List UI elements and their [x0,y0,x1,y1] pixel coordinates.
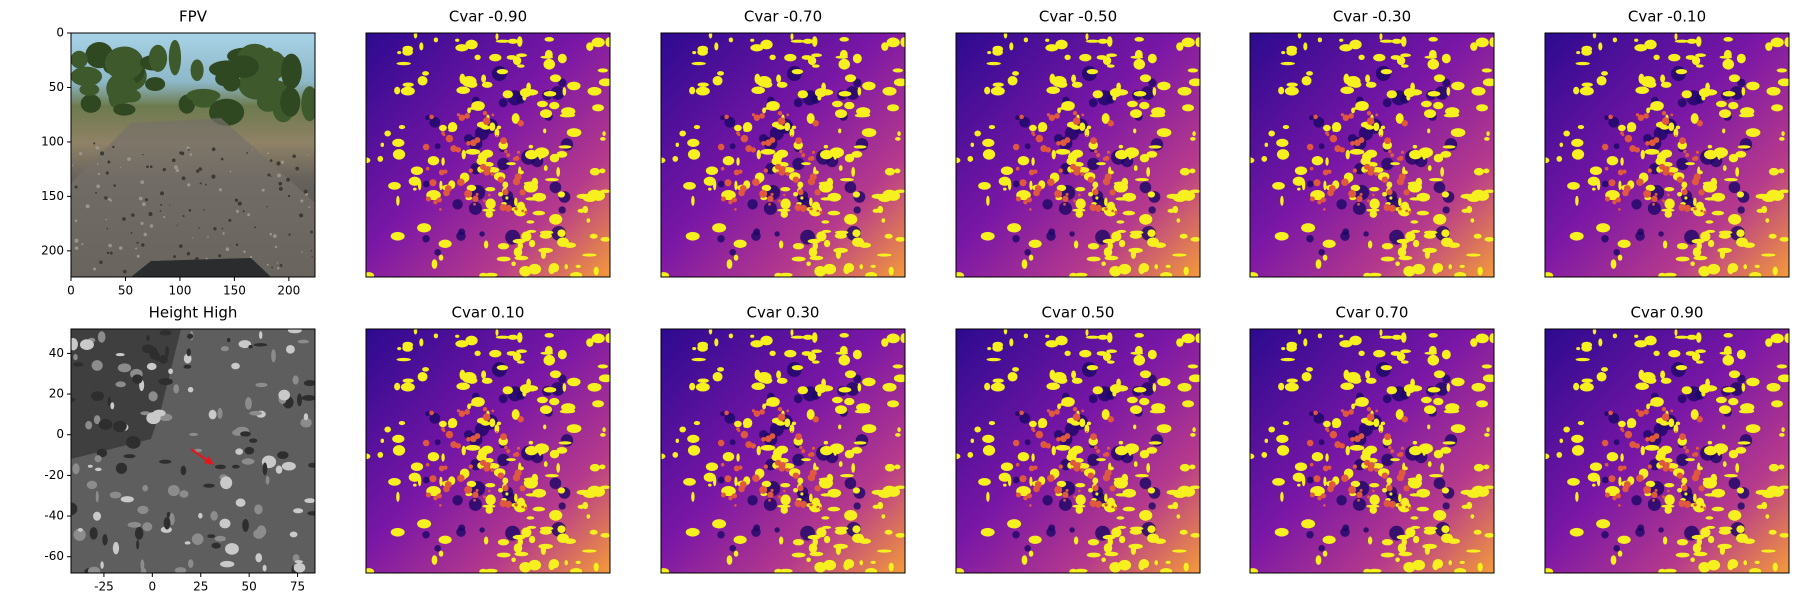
panel-image [71,33,315,277]
panel-title: Cvar 0.10 [452,304,525,322]
y-tick-label: 200 [41,243,64,257]
axes-frame [955,328,1201,574]
panel: Cvar -0.50 [955,8,1201,278]
panel: Height High -25 0 25 50 75 -60 -40 -20 0 20 40 [44,304,316,594]
y-tick-label: 50 [49,80,64,94]
axes-frame [1249,328,1495,574]
panel: Cvar 0.90 [1544,304,1790,574]
panel-image [1545,329,1789,573]
panel-image [366,33,610,277]
axes-frame [70,32,316,278]
x-tick-label: 100 [168,284,191,298]
x-tick-label: -25 [94,580,114,594]
y-tick-label: 40 [49,346,64,360]
panel-image [366,329,610,573]
panel-title: Cvar -0.10 [1628,8,1706,26]
axes-frame [1544,328,1790,574]
panel-title: Cvar -0.50 [1039,8,1117,26]
panel-image [956,33,1200,277]
panel: Cvar 0.50 [955,304,1201,574]
y-tick-label: -40 [44,509,64,523]
panel-image [1250,329,1494,573]
panel-image [1545,33,1789,277]
y-tick-label: -60 [44,549,64,563]
panel: Cvar -0.10 [1544,8,1790,278]
y-tick-label: 100 [41,134,64,148]
axes-frame [660,328,906,574]
panel-title: Cvar 0.70 [1336,304,1409,322]
x-tick-label: 0 [67,284,75,298]
panel: Cvar 0.10 [365,304,611,574]
x-tick-label: 50 [118,284,133,298]
panel: Cvar -0.70 [660,8,906,278]
panel: Cvar 0.30 [660,304,906,574]
panel-title: Cvar -0.90 [449,8,527,26]
y-tick-label: 150 [41,189,64,203]
panel-title: Height High [149,304,238,322]
panel-title: Cvar -0.70 [744,8,822,26]
y-tick-label: -20 [44,468,64,482]
x-tick-label: 0 [149,580,157,594]
panel-title: Cvar 0.50 [1042,304,1115,322]
panel-title: Cvar 0.90 [1631,304,1704,322]
panel-title: Cvar -0.30 [1333,8,1411,26]
panel: Cvar -0.90 [365,8,611,278]
x-tick-label: 25 [193,580,208,594]
panel-image [1250,33,1494,277]
y-tick-label: 0 [56,26,64,40]
axes-frame [365,328,611,574]
axes-frame [955,32,1201,278]
panel: Cvar -0.30 [1249,8,1495,278]
y-tick-label: 0 [56,427,64,441]
x-tick-label: 150 [223,284,246,298]
axes-frame [70,328,316,574]
axes-frame [1544,32,1790,278]
panel-image [661,329,905,573]
x-tick-label: 50 [242,580,257,594]
panel-title: Cvar 0.30 [747,304,820,322]
axes-frame [660,32,906,278]
panel-image [956,329,1200,573]
panel-title: FPV [179,8,208,26]
x-tick-label: 200 [277,284,300,298]
axes-frame [365,32,611,278]
axes-frame [1249,32,1495,278]
x-tick-label: 75 [290,580,305,594]
panel: Cvar 0.70 [1249,304,1495,574]
panel-image [71,329,315,573]
panel: FPV 0 50 100 150 200 0 50 100 150 200 [41,8,316,298]
y-tick-label: 20 [49,387,64,401]
panel-image [661,33,905,277]
